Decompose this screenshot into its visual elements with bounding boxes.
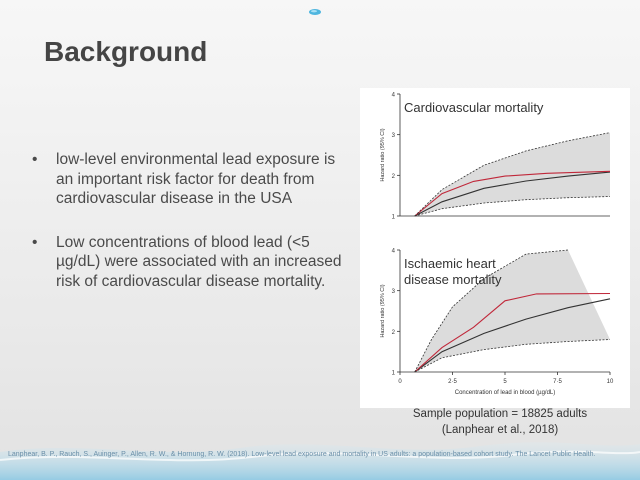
bullet-text: Low concentrations of blood lead (<5 µg/… xyxy=(56,233,342,290)
y-tick-label: 4 xyxy=(392,93,396,99)
slide-title: Background xyxy=(44,36,208,67)
caption-sample: Sample population = 18825 adults xyxy=(412,408,588,420)
water-wave-decoration xyxy=(0,442,640,480)
bullet-item: • low-level environmental lead exposure … xyxy=(32,150,352,209)
x-tick-label: 7·5 xyxy=(553,379,562,385)
chart-title: Cardiovascular mortality xyxy=(404,100,544,115)
y-tick-label: 3 xyxy=(392,133,396,139)
hazard-ratio-charts: 1 2 3 4 Hazard ratio (95% CI) Cardiovascular … xyxy=(360,88,630,408)
caption-citation: (Lanphear et al., 2018) xyxy=(441,424,559,436)
ci-boundary-line xyxy=(414,132,611,217)
y-tick-label: 2 xyxy=(392,174,396,180)
x-tick-label: 10 xyxy=(607,379,614,385)
hazard-ratio-line xyxy=(414,171,611,217)
chart-title: disease mortality xyxy=(404,272,502,287)
hazard-ratio-line xyxy=(414,298,611,373)
y-tick-label: 2 xyxy=(392,330,396,336)
ci-boundary-line xyxy=(414,339,611,373)
chart-title: Ischaemic heart xyxy=(404,256,496,271)
hazard-ratio-line xyxy=(414,170,611,217)
ci-boundary-line xyxy=(414,249,569,373)
y-tick-label: 3 xyxy=(392,289,396,295)
bullet-text: low-level environmental lead exposure is… xyxy=(56,151,336,207)
bullet-item: • Low concentrations of blood lead (<5 µ… xyxy=(32,233,352,292)
bullet-marker: • xyxy=(32,151,38,168)
x-tick-label: 5 xyxy=(503,379,507,385)
bullet-list: • low-level environmental lead exposure … xyxy=(32,150,352,315)
figure-caption: Sample population = 18825 adults (Lanphe… xyxy=(400,406,600,438)
hazard-ratio-line xyxy=(414,292,611,373)
y-tick-label: 1 xyxy=(392,371,396,377)
y-axis-label: Hazard ratio (95% CI) xyxy=(380,284,386,337)
confidence-band xyxy=(414,250,610,372)
y-axis-label: Hazard ratio (95% CI) xyxy=(380,128,386,181)
bullet-marker: • xyxy=(32,233,38,251)
chart-panel: 1 2 3 4 Hazard ratio (95% CI) Cardiovascular … xyxy=(360,88,630,408)
ci-boundary-line xyxy=(414,196,611,217)
reference-footer: Lanphear, B. P., Rauch, S., Auinger, P.,… xyxy=(8,451,596,458)
x-tick-label: 2·5 xyxy=(448,379,457,385)
y-tick-label: 4 xyxy=(392,249,396,255)
x-tick-label: 0 xyxy=(398,379,402,385)
logo-icon xyxy=(309,9,321,15)
x-axis-label: Concentration of lead in blood (µg/dL) xyxy=(455,390,556,396)
y-tick-label: 1 xyxy=(392,215,396,221)
